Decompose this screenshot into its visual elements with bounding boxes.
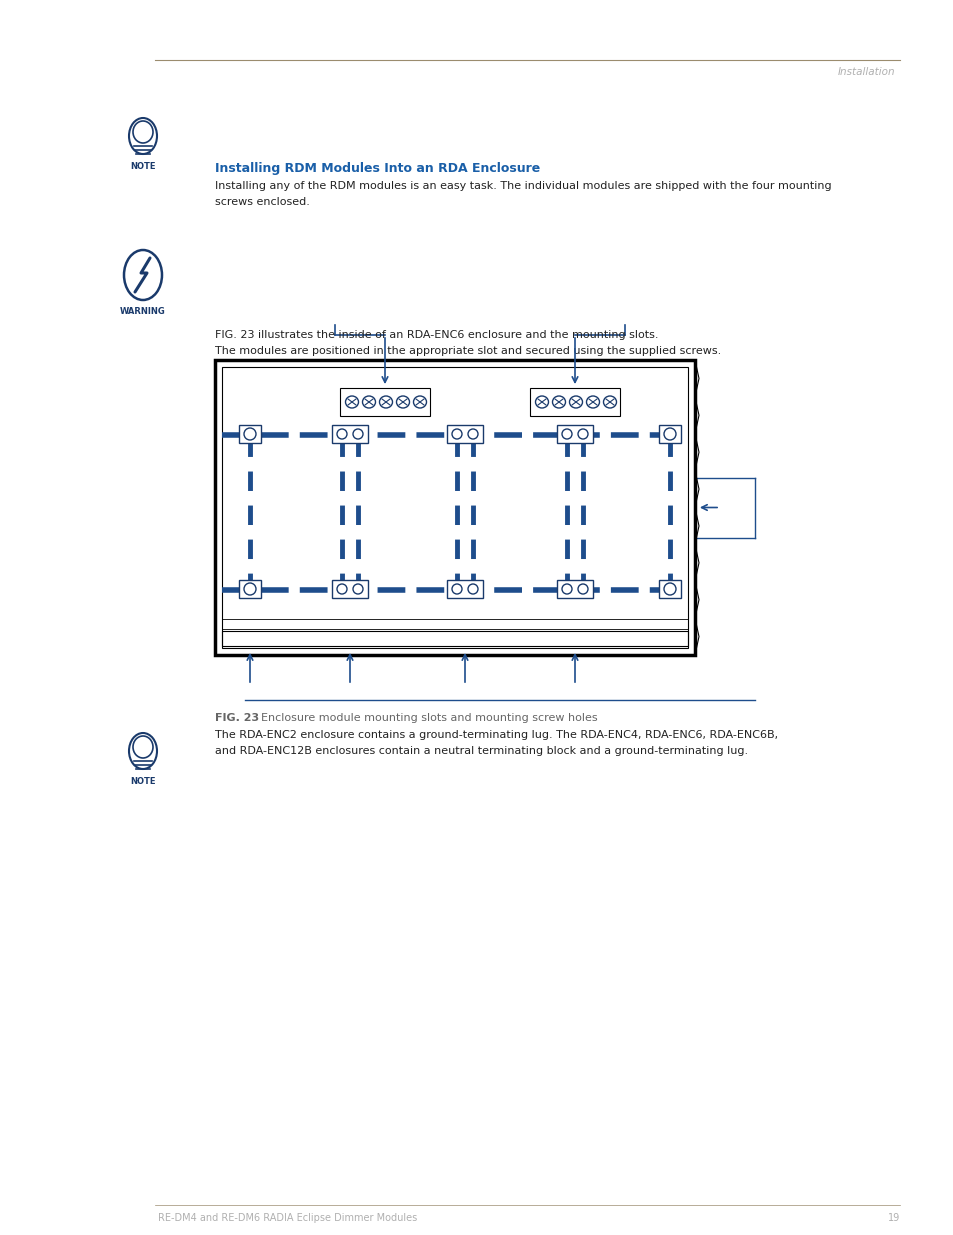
Text: The modules are positioned in the appropriate slot and secured using the supplie: The modules are positioned in the approp… (214, 346, 720, 356)
Text: NOTE: NOTE (131, 162, 155, 170)
Text: Enclosure module mounting slots and mounting screw holes: Enclosure module mounting slots and moun… (261, 713, 597, 722)
Text: WARNING: WARNING (120, 308, 166, 316)
Text: Installation: Installation (837, 67, 894, 77)
Text: RE-DM4 and RE-DM6 RADIA Eclipse Dimmer Modules: RE-DM4 and RE-DM6 RADIA Eclipse Dimmer M… (158, 1213, 416, 1223)
Text: screws enclosed.: screws enclosed. (214, 198, 310, 207)
Text: NOTE: NOTE (131, 777, 155, 785)
Bar (214, 359, 695, 655)
Bar (222, 367, 687, 648)
Text: The RDA-ENC2 enclosure contains a ground-terminating lug. The RDA-ENC4, RDA-ENC6: The RDA-ENC2 enclosure contains a ground… (214, 730, 778, 740)
Bar (659, 580, 680, 598)
Text: FIG. 23 illustrates the inside of an RDA-ENC6 enclosure and the mounting slots.: FIG. 23 illustrates the inside of an RDA… (214, 330, 658, 340)
Bar (332, 580, 368, 598)
Bar (239, 425, 261, 443)
Bar (659, 425, 680, 443)
Bar (332, 425, 368, 443)
Text: Installing RDM Modules Into an RDA Enclosure: Installing RDM Modules Into an RDA Enclo… (214, 162, 539, 175)
Bar (557, 580, 593, 598)
Bar (339, 388, 430, 416)
Bar (222, 619, 687, 629)
Bar (447, 580, 482, 598)
Text: Installing any of the RDM modules is an easy task. The individual modules are sh: Installing any of the RDM modules is an … (214, 182, 831, 191)
Bar (447, 425, 482, 443)
Bar (557, 425, 593, 443)
Bar (530, 388, 619, 416)
Text: and RDA-ENC12B enclosures contain a neutral terminating block and a ground-termi: and RDA-ENC12B enclosures contain a neut… (214, 746, 747, 756)
Bar (222, 631, 687, 646)
Text: FIG. 23: FIG. 23 (214, 713, 259, 722)
Bar (239, 580, 261, 598)
Text: 19: 19 (887, 1213, 899, 1223)
